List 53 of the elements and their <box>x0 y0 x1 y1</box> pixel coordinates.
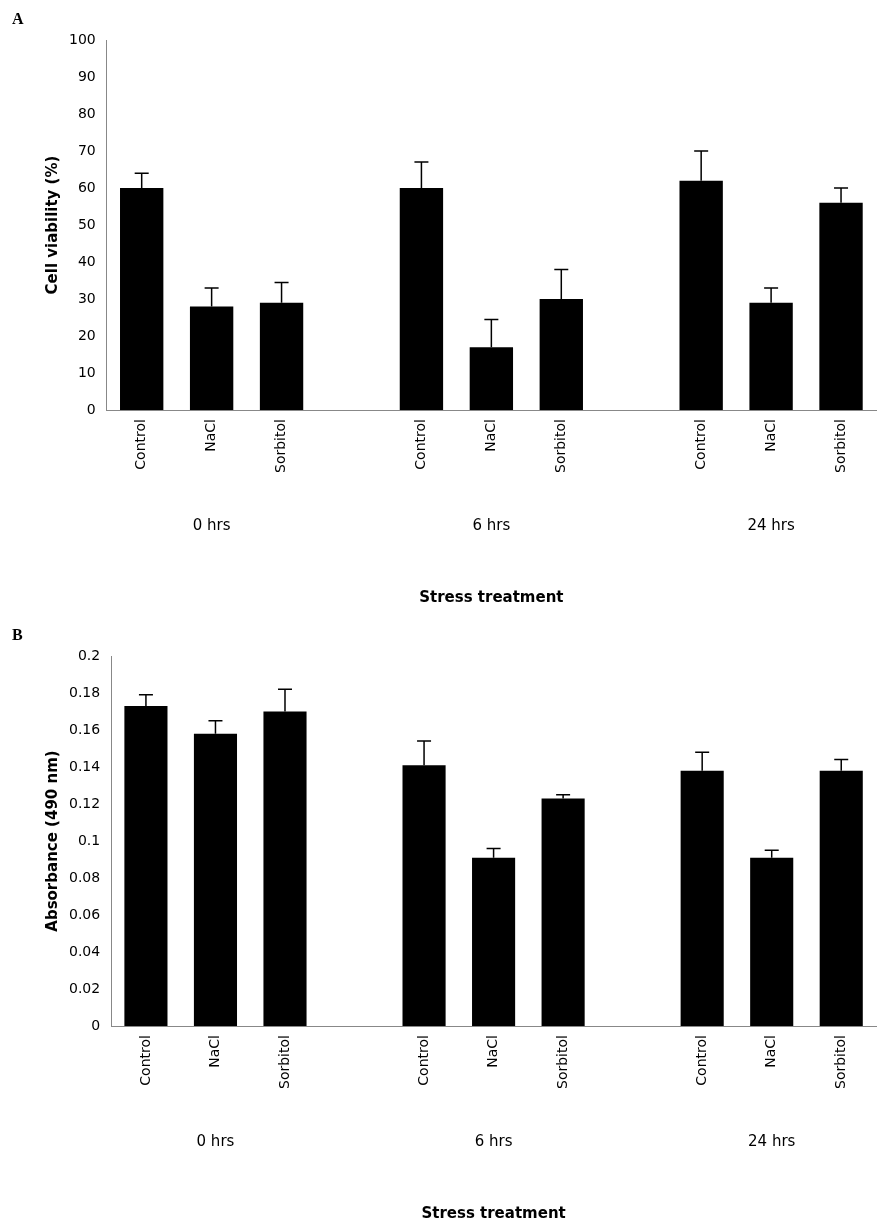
y-tick-label: 0.06 <box>69 905 101 922</box>
x-axis-title: Stress treatment <box>419 587 564 606</box>
chart-title: B <box>12 626 23 644</box>
x-tick-label: Control <box>414 1035 431 1086</box>
chart-title: A <box>12 10 24 28</box>
text: 24 hrs <box>748 1131 796 1150</box>
x-tick-label: NaCl <box>482 419 498 452</box>
y-tick-label: 30 <box>77 289 96 306</box>
text: 0 hrs <box>196 1131 235 1150</box>
x-tick-label: Control <box>691 419 708 470</box>
y-tick-label: 0.18 <box>69 683 101 700</box>
y-tick-label: 70 <box>77 141 96 158</box>
text: 0 hrs <box>192 515 231 534</box>
x-tick-label: Sorbitol <box>272 419 289 474</box>
x-axis-title: Stress treatment <box>421 1203 566 1222</box>
x-tick-label: Control <box>692 1035 709 1086</box>
y-tick-label: 0.08 <box>69 868 101 885</box>
x-tick-label: NaCl <box>202 419 219 452</box>
y-tick-label: 40 <box>77 252 96 269</box>
x-tick-label: Sorbitol <box>831 1035 848 1090</box>
y-tick-label: 0.12 <box>69 794 101 811</box>
y-tick-label: 0.1 <box>77 831 101 848</box>
y-tick-label: 10 <box>77 363 96 380</box>
x-tick-label: Sorbitol <box>831 419 848 474</box>
x-tick-label: NaCl <box>206 1035 223 1068</box>
x-tick-label: Sorbitol <box>551 419 568 474</box>
y-tick-label: 0.2 <box>77 646 101 663</box>
text: 24 hrs <box>747 515 795 534</box>
x-tick-label: NaCl <box>484 1035 501 1068</box>
y-tick-label: 20 <box>77 326 96 343</box>
x-tick-label: Control <box>412 419 429 470</box>
y-tick-label: 60 <box>77 178 96 195</box>
y-axis-title: Absorbance (490 nm) <box>42 750 61 932</box>
y-tick-label: 0.14 <box>69 757 101 774</box>
y-tick-label: 80 <box>77 104 96 121</box>
bar <box>541 798 585 1027</box>
x-tick-label: NaCl <box>762 1035 779 1068</box>
y-tick-label: 0 <box>86 400 96 417</box>
y-tick-label: 50 <box>77 215 96 232</box>
y-tick-label: 0.16 <box>69 720 101 737</box>
y-tick-label: 100 <box>68 30 96 47</box>
y-axis-title: Cell viability (%) <box>42 155 61 295</box>
y-tick-label: 0.02 <box>69 979 101 996</box>
y-tick-label: 0 <box>91 1016 101 1033</box>
y-tick-label: 0.04 <box>69 942 101 959</box>
x-tick-label: NaCl <box>761 419 778 452</box>
x-tick-label: Sorbitol <box>275 1035 292 1090</box>
text: 6 hrs <box>472 515 511 534</box>
x-tick-label: Sorbitol <box>553 1035 570 1090</box>
x-tick-label: Control <box>132 419 149 470</box>
x-tick-label: Control <box>136 1035 153 1086</box>
y-tick-label: 90 <box>77 67 96 84</box>
text: 6 hrs <box>474 1131 513 1150</box>
